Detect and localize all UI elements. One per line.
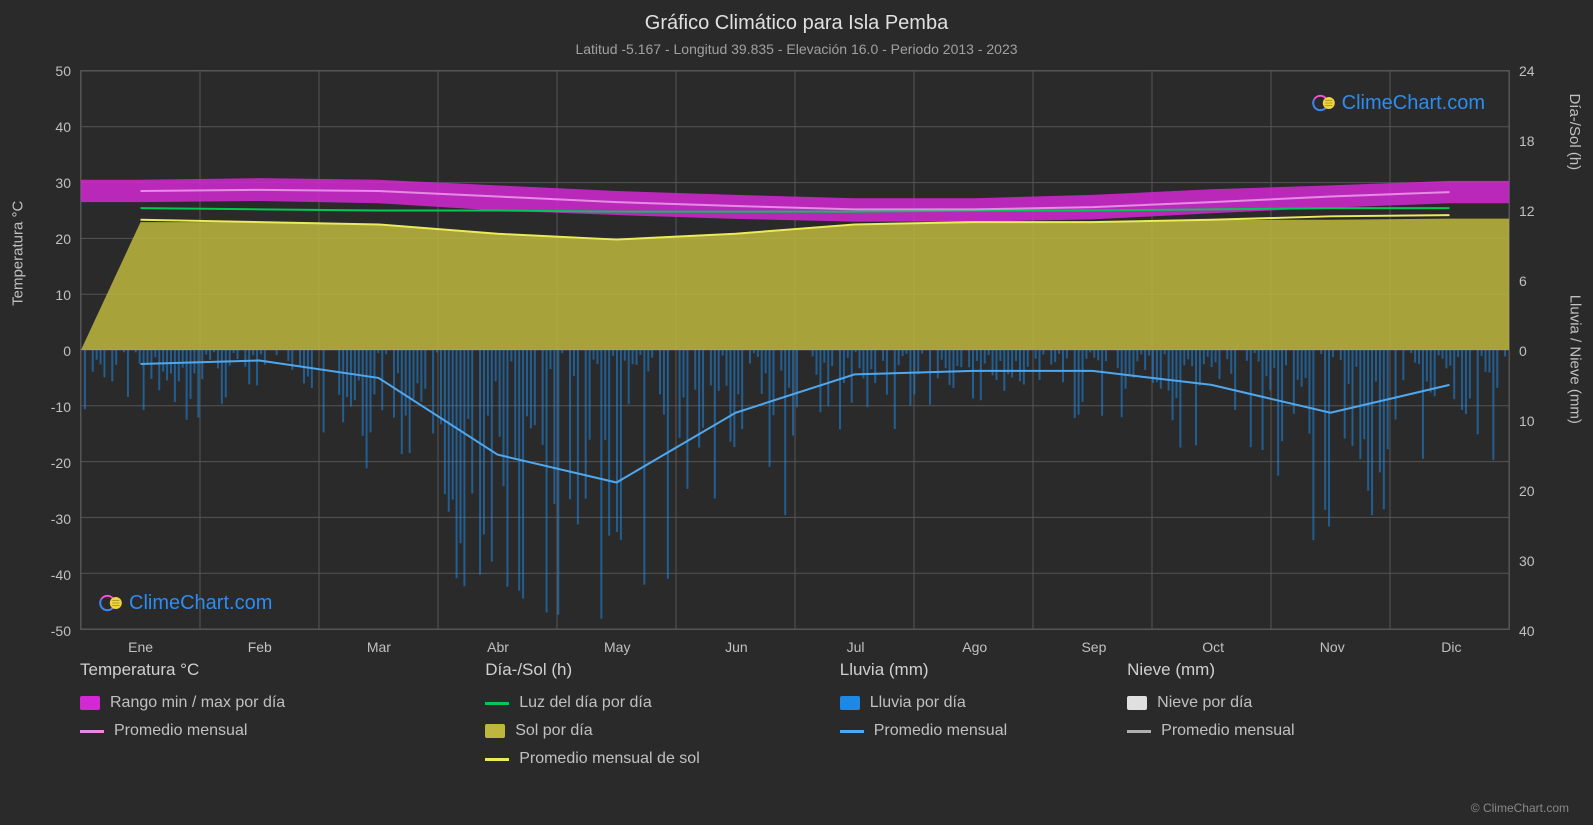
chart-subtitle: Latitud -5.167 - Longitud 39.835 - Eleva… — [0, 41, 1593, 57]
x-tick-month: Jul — [847, 639, 865, 655]
watermark-text: ClimeChart.com — [129, 592, 272, 615]
y-tick-right-top: 18 — [1519, 133, 1559, 149]
y-tick-right-top: 12 — [1519, 203, 1559, 219]
legend-daysun: Día-/Sol (h) Luz del día por día Sol por… — [485, 660, 700, 768]
legend-label: Luz del día por día — [519, 694, 652, 712]
x-tick-month: Abr — [487, 639, 509, 655]
x-tick-month: Nov — [1320, 639, 1345, 655]
logo-icon — [1312, 91, 1336, 115]
legend-label: Sol por día — [515, 722, 592, 740]
legend-item: Promedio mensual de sol — [485, 750, 700, 768]
legend-line — [1127, 730, 1151, 733]
x-tick-month: Mar — [367, 639, 391, 655]
y-tick-left: -30 — [31, 511, 71, 527]
x-tick-month: Dic — [1441, 639, 1461, 655]
legend-header: Día-/Sol (h) — [485, 660, 700, 680]
y-axis-left-title: Temperatura °C — [10, 201, 27, 306]
x-tick-month: Feb — [248, 639, 272, 655]
legend-header: Nieve (mm) — [1127, 660, 1294, 680]
legend-temperature: Temperatura °C Rango min / max por día P… — [80, 660, 285, 768]
legend-swatch — [80, 696, 100, 710]
x-tick-month: Oct — [1202, 639, 1224, 655]
legend-line — [485, 702, 509, 705]
x-tick-month: Ago — [962, 639, 987, 655]
legend-label: Promedio mensual de sol — [519, 750, 700, 768]
y-axis-right-bottom-title: Lluvia / Nieve (mm) — [1567, 295, 1584, 424]
x-tick-month: May — [604, 639, 630, 655]
watermark-text: ClimeChart.com — [1342, 92, 1485, 115]
legend-item: Promedio mensual — [80, 722, 285, 740]
legend-label: Lluvia por día — [870, 694, 966, 712]
legend-item: Lluvia por día — [840, 694, 1007, 712]
legend-line — [80, 730, 104, 733]
legend-label: Promedio mensual — [874, 722, 1007, 740]
legend-label: Promedio mensual — [1161, 722, 1294, 740]
chart-title: Gráfico Climático para Isla Pemba — [0, 12, 1593, 35]
y-tick-left: 0 — [31, 343, 71, 359]
x-tick-month: Sep — [1081, 639, 1106, 655]
logo-icon — [99, 591, 123, 615]
y-tick-left: -40 — [31, 567, 71, 583]
legend-item: Promedio mensual — [840, 722, 1007, 740]
y-tick-right-bottom: 10 — [1519, 413, 1559, 429]
y-tick-left: -20 — [31, 455, 71, 471]
legend-swatch — [1127, 696, 1147, 710]
climate-chart: Gráfico Climático para Isla Pemba Latitu… — [0, 0, 1593, 825]
y-tick-left: 40 — [31, 119, 71, 135]
watermark-bottom: ClimeChart.com — [99, 591, 272, 615]
y-tick-left: 20 — [31, 231, 71, 247]
legend-item: Rango min / max por día — [80, 694, 285, 712]
legend-swatch — [840, 696, 860, 710]
copyright: © ClimeChart.com — [1471, 801, 1569, 815]
y-axis-right-top-title: Día-/Sol (h) — [1567, 93, 1584, 170]
y-tick-left: -50 — [31, 623, 71, 639]
y-tick-left: -10 — [31, 399, 71, 415]
legend-line — [840, 730, 864, 733]
legend-header: Temperatura °C — [80, 660, 285, 680]
legend-item: Sol por día — [485, 722, 700, 740]
y-tick-right-bottom: 20 — [1519, 483, 1559, 499]
legend-header: Lluvia (mm) — [840, 660, 1007, 680]
y-tick-left: 30 — [31, 175, 71, 191]
legend-rain: Lluvia (mm) Lluvia por día Promedio mens… — [840, 660, 1007, 768]
legend-item: Promedio mensual — [1127, 722, 1294, 740]
x-tick-month: Ene — [128, 639, 153, 655]
legend-item: Nieve por día — [1127, 694, 1294, 712]
legend-snow: Nieve (mm) Nieve por día Promedio mensua… — [1127, 660, 1294, 768]
legend-label: Nieve por día — [1157, 694, 1252, 712]
legend-line — [485, 758, 509, 761]
y-tick-right-top: 0 — [1519, 343, 1559, 359]
legend: Temperatura °C Rango min / max por día P… — [80, 660, 1510, 768]
watermark-top: ClimeChart.com — [1312, 91, 1485, 115]
legend-swatch — [485, 724, 505, 738]
y-tick-right-top: 24 — [1519, 63, 1559, 79]
y-tick-right-top: 6 — [1519, 273, 1559, 289]
plot-area: ClimeChart.com ClimeChart.com -50-40-30-… — [80, 70, 1510, 630]
legend-label: Promedio mensual — [114, 722, 247, 740]
x-tick-month: Jun — [725, 639, 748, 655]
legend-item: Luz del día por día — [485, 694, 700, 712]
y-tick-left: 50 — [31, 63, 71, 79]
legend-label: Rango min / max por día — [110, 694, 285, 712]
y-tick-right-bottom: 40 — [1519, 623, 1559, 639]
chart-svg — [81, 71, 1509, 629]
y-tick-left: 10 — [31, 287, 71, 303]
y-tick-right-bottom: 30 — [1519, 553, 1559, 569]
